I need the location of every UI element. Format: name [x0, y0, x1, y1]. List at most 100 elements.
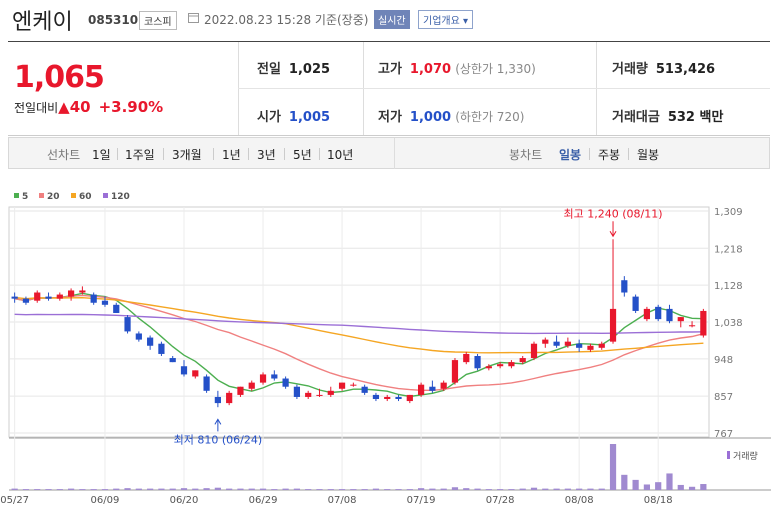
candle — [677, 317, 684, 328]
volume-bar — [576, 488, 583, 490]
x-tick-label: 08/18 — [644, 495, 673, 506]
candle-body — [666, 308, 673, 322]
divider — [394, 138, 395, 169]
candle-body — [203, 376, 210, 391]
candle — [67, 288, 75, 301]
candle-body — [158, 343, 165, 354]
candle-body — [632, 296, 639, 311]
volume-bar — [113, 488, 120, 490]
candle-body — [305, 392, 312, 397]
volume-bar — [237, 488, 244, 490]
range-1y[interactable]: 1년 — [222, 148, 241, 162]
divider — [319, 148, 320, 160]
trade-amount: 거래대금 532 백만 — [612, 106, 723, 125]
candle — [621, 276, 628, 297]
candle — [485, 364, 492, 371]
candle-body — [643, 308, 651, 320]
range-5y[interactable]: 5년 — [293, 148, 312, 162]
candle-body — [700, 310, 707, 336]
stock-name: 엔케이 — [12, 10, 73, 35]
annotation-label: 최저 810 (06/24) — [174, 433, 263, 446]
range-1d[interactable]: 1일 — [92, 148, 111, 162]
volume-bar — [700, 484, 707, 490]
candle — [305, 390, 312, 400]
high-value: 1,070 — [409, 62, 452, 77]
candle-body — [440, 382, 447, 389]
candle — [553, 335, 560, 348]
x-tick-label: 05/27 — [0, 495, 29, 506]
candle — [338, 382, 346, 391]
candle — [463, 351, 470, 365]
candle — [293, 384, 301, 400]
candle — [113, 302, 120, 313]
volume-bar — [655, 482, 662, 490]
candle-daily[interactable]: 일봉 — [559, 148, 582, 162]
volume-bar — [372, 488, 380, 490]
annotation-arrowhead — [214, 418, 222, 425]
stock-code: 085310 — [88, 13, 139, 27]
volume-legend-swatch — [727, 451, 730, 459]
candle-weekly[interactable]: 주봉 — [598, 148, 621, 162]
candle — [655, 304, 662, 322]
candle — [474, 353, 481, 371]
amount-value: 532 백만 — [667, 110, 724, 125]
change-value: ▲40 — [58, 98, 91, 116]
volume-bar — [169, 488, 176, 490]
candle-body — [406, 394, 413, 402]
candle — [203, 374, 210, 393]
calendar-icon — [188, 13, 199, 23]
candle — [34, 290, 41, 303]
volume-bar — [135, 488, 142, 490]
candle-body — [530, 343, 538, 359]
range-3y[interactable]: 3년 — [257, 148, 276, 162]
volume-bar — [564, 488, 571, 490]
candle-body — [338, 382, 346, 389]
x-tick-label: 07/08 — [328, 495, 357, 506]
low-value: 1,000 — [409, 110, 452, 125]
candle-body — [147, 337, 154, 346]
ma60-line — [14, 296, 704, 354]
prev-close-value: 1,025 — [288, 62, 331, 77]
range-10y[interactable]: 10년 — [327, 148, 354, 162]
candle — [361, 384, 368, 395]
volume-bar — [203, 488, 210, 490]
volume-label: 거래량 — [612, 62, 648, 77]
candle — [406, 394, 413, 404]
y-tick-label: 1,309 — [714, 207, 743, 218]
candle-body — [327, 390, 334, 395]
candle-monthly[interactable]: 월봉 — [637, 148, 660, 162]
change-label: 전일대비 — [14, 101, 59, 115]
candle-body — [135, 333, 142, 340]
range-3m[interactable]: 3개월 — [172, 148, 202, 162]
volume-bar — [79, 489, 86, 490]
candle-body — [429, 386, 436, 391]
company-overview-button[interactable]: 기업개요 ▾ — [418, 10, 473, 29]
volume-bar — [395, 489, 402, 490]
candle — [135, 331, 142, 342]
candle — [180, 360, 188, 377]
legend-item: 60 — [79, 192, 92, 202]
candle — [688, 321, 696, 328]
legend-swatch — [14, 193, 19, 198]
legend-item: 5 — [22, 192, 28, 202]
candle — [226, 390, 233, 406]
volume-bar — [338, 489, 346, 490]
upper-limit: (상한가 1,330) — [455, 62, 536, 76]
candle — [564, 337, 571, 348]
volume-bar — [259, 488, 267, 490]
candle-body — [56, 294, 63, 299]
candle-body — [90, 294, 97, 303]
change-percent: +3.90% — [98, 98, 164, 116]
range-1w[interactable]: 1주일 — [125, 148, 155, 162]
candle — [124, 315, 131, 334]
candle — [271, 370, 278, 381]
candle-body — [214, 396, 221, 404]
candle-body — [67, 290, 75, 297]
candle-body — [372, 394, 380, 400]
amount-label: 거래대금 — [612, 110, 660, 125]
realtime-button[interactable]: 실시간 — [374, 10, 410, 29]
divider — [589, 148, 590, 160]
volume-bar — [22, 489, 30, 490]
divider — [238, 88, 770, 89]
candle-body — [79, 290, 86, 293]
